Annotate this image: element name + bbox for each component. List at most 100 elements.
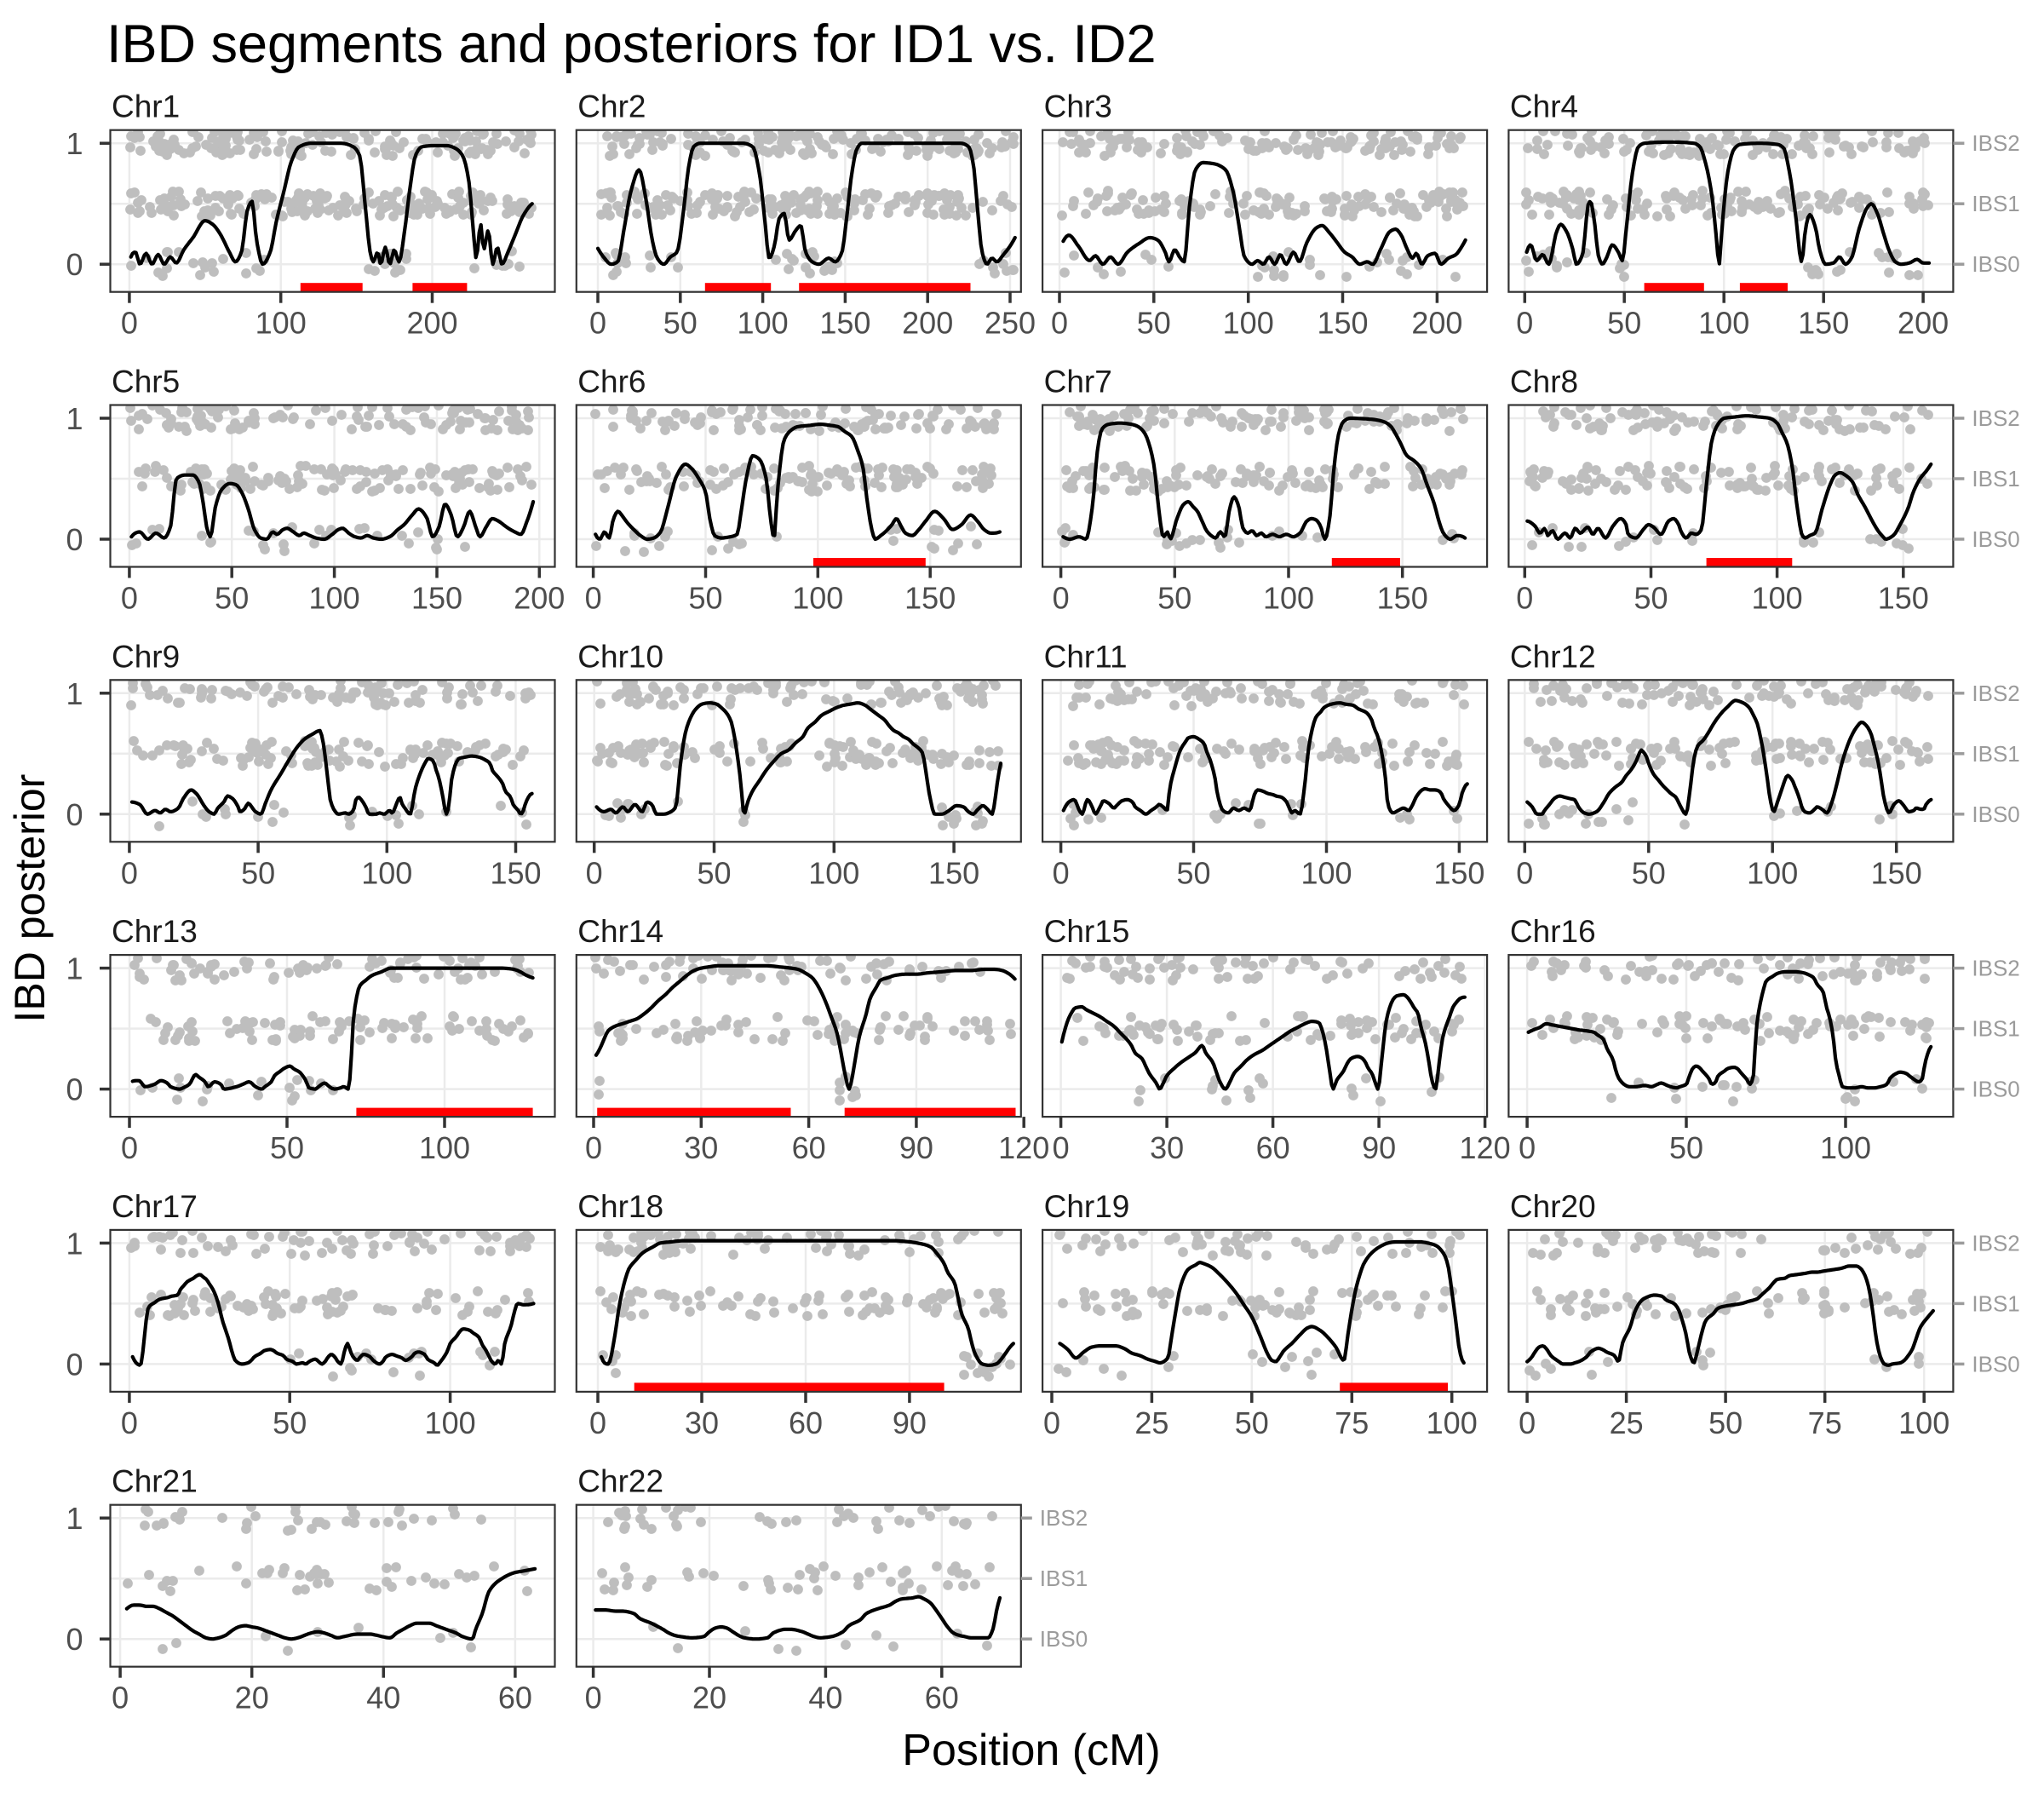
- svg-text:100: 100: [1820, 1130, 1871, 1165]
- svg-text:0: 0: [1516, 855, 1533, 890]
- svg-text:150: 150: [819, 306, 870, 341]
- svg-text:50: 50: [1669, 1130, 1703, 1165]
- svg-text:100: 100: [1223, 306, 1274, 341]
- svg-text:200: 200: [1898, 306, 1949, 341]
- svg-text:Chr12: Chr12: [1510, 639, 1596, 674]
- svg-text:0: 0: [121, 581, 138, 616]
- svg-text:0: 0: [1051, 306, 1068, 341]
- svg-text:50: 50: [663, 306, 698, 341]
- svg-text:100: 100: [808, 855, 859, 890]
- svg-text:150: 150: [1433, 855, 1484, 890]
- svg-text:1: 1: [66, 126, 83, 161]
- svg-text:25: 25: [1610, 1405, 1644, 1440]
- svg-text:150: 150: [928, 855, 979, 890]
- svg-text:0: 0: [1516, 581, 1533, 616]
- svg-text:150: 150: [1377, 581, 1428, 616]
- svg-text:0: 0: [1053, 581, 1070, 616]
- svg-text:250: 250: [985, 306, 1036, 341]
- svg-text:Chr16: Chr16: [1510, 914, 1596, 949]
- svg-text:100: 100: [738, 306, 789, 341]
- svg-text:60: 60: [1256, 1130, 1290, 1165]
- svg-text:50: 50: [688, 581, 722, 616]
- svg-text:150: 150: [411, 581, 462, 616]
- svg-text:100: 100: [1427, 1405, 1478, 1440]
- svg-text:0: 0: [586, 855, 603, 890]
- svg-text:1: 1: [66, 1226, 83, 1261]
- svg-text:0: 0: [66, 1072, 83, 1107]
- svg-text:50: 50: [270, 1130, 304, 1165]
- svg-text:30: 30: [1150, 1130, 1184, 1165]
- svg-text:0: 0: [121, 855, 138, 890]
- svg-text:0: 0: [66, 1347, 83, 1382]
- svg-text:50: 50: [1633, 581, 1668, 616]
- svg-text:150: 150: [490, 855, 541, 890]
- svg-text:0: 0: [66, 797, 83, 832]
- svg-text:50: 50: [1235, 1405, 1269, 1440]
- svg-text:50: 50: [697, 855, 731, 890]
- svg-text:Chr19: Chr19: [1044, 1189, 1130, 1224]
- svg-text:Chr3: Chr3: [1044, 89, 1112, 124]
- svg-text:100: 100: [1300, 855, 1352, 890]
- svg-text:Chr14: Chr14: [577, 914, 663, 949]
- svg-text:0: 0: [1519, 1405, 1536, 1440]
- svg-text:120: 120: [1460, 1130, 1511, 1165]
- svg-text:0: 0: [589, 306, 606, 341]
- svg-text:50: 50: [241, 855, 275, 890]
- svg-text:25: 25: [1134, 1405, 1168, 1440]
- svg-text:30: 30: [685, 1405, 719, 1440]
- svg-text:0: 0: [585, 1130, 602, 1165]
- svg-text:50: 50: [1632, 855, 1666, 890]
- svg-text:200: 200: [406, 306, 457, 341]
- svg-text:0: 0: [1053, 855, 1070, 890]
- svg-text:50: 50: [1176, 855, 1210, 890]
- svg-text:Chr5: Chr5: [112, 365, 180, 399]
- svg-text:100: 100: [256, 306, 307, 341]
- svg-text:90: 90: [1362, 1130, 1396, 1165]
- svg-text:100: 100: [309, 581, 360, 616]
- svg-text:50: 50: [215, 581, 249, 616]
- svg-text:150: 150: [1798, 306, 1849, 341]
- svg-text:50: 50: [273, 1405, 307, 1440]
- svg-text:90: 90: [893, 1405, 927, 1440]
- svg-text:100: 100: [1263, 581, 1314, 616]
- svg-text:75: 75: [1335, 1405, 1369, 1440]
- svg-text:0: 0: [585, 581, 602, 616]
- svg-text:1: 1: [66, 676, 83, 711]
- svg-text:Chr10: Chr10: [577, 639, 663, 674]
- svg-text:Chr1: Chr1: [112, 89, 180, 124]
- svg-text:0: 0: [121, 306, 138, 341]
- svg-text:60: 60: [792, 1130, 826, 1165]
- svg-text:100: 100: [1747, 855, 1798, 890]
- svg-text:50: 50: [1708, 1405, 1743, 1440]
- svg-text:50: 50: [1137, 306, 1171, 341]
- svg-text:IBD posterior: IBD posterior: [6, 774, 54, 1023]
- svg-text:Chr17: Chr17: [112, 1189, 198, 1224]
- svg-text:0: 0: [1519, 1130, 1536, 1165]
- svg-text:0: 0: [1043, 1405, 1060, 1440]
- svg-text:Chr20: Chr20: [1510, 1189, 1596, 1224]
- svg-text:60: 60: [789, 1405, 823, 1440]
- svg-text:Chr6: Chr6: [577, 365, 646, 399]
- svg-text:Position (cM): Position (cM): [902, 1726, 1160, 1775]
- svg-text:Chr18: Chr18: [577, 1189, 663, 1224]
- svg-text:100: 100: [1752, 581, 1803, 616]
- svg-text:1: 1: [66, 401, 83, 436]
- svg-text:30: 30: [684, 1130, 718, 1165]
- svg-text:100: 100: [1698, 306, 1749, 341]
- svg-text:100: 100: [792, 581, 843, 616]
- svg-text:IBD segments and posteriors fo: IBD segments and posteriors for ID1 vs. …: [106, 14, 1157, 74]
- svg-text:90: 90: [899, 1130, 933, 1165]
- svg-text:Chr4: Chr4: [1510, 89, 1578, 124]
- svg-text:200: 200: [1411, 306, 1462, 341]
- svg-text:Chr9: Chr9: [112, 639, 180, 674]
- svg-text:50: 50: [1607, 306, 1641, 341]
- svg-text:100: 100: [361, 855, 412, 890]
- svg-text:200: 200: [902, 306, 953, 341]
- svg-text:50: 50: [1157, 581, 1191, 616]
- svg-text:Chr8: Chr8: [1510, 365, 1578, 399]
- svg-text:150: 150: [1878, 581, 1929, 616]
- svg-text:0: 0: [121, 1130, 138, 1165]
- svg-text:150: 150: [1317, 306, 1368, 341]
- svg-text:Chr13: Chr13: [112, 914, 198, 949]
- svg-text:Chr15: Chr15: [1044, 914, 1130, 949]
